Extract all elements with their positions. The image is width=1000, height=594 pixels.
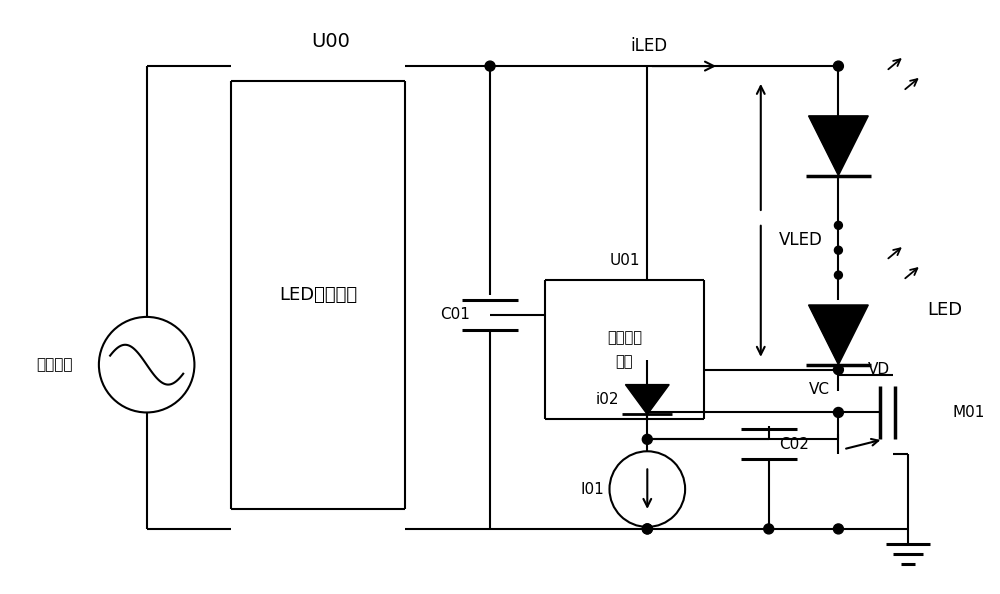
Text: 电流产生: 电流产生 — [607, 330, 642, 345]
Circle shape — [833, 61, 843, 71]
Polygon shape — [809, 305, 868, 365]
Circle shape — [834, 247, 842, 254]
Circle shape — [834, 271, 842, 279]
Circle shape — [834, 222, 842, 229]
Text: LED驱动电路: LED驱动电路 — [279, 286, 357, 304]
Circle shape — [485, 61, 495, 71]
Text: VD: VD — [868, 362, 890, 377]
Text: VLED: VLED — [779, 231, 823, 249]
Text: LED: LED — [928, 301, 963, 319]
Text: M01: M01 — [953, 405, 985, 420]
Circle shape — [764, 524, 774, 534]
Circle shape — [833, 407, 843, 418]
Polygon shape — [809, 116, 868, 176]
Circle shape — [833, 524, 843, 534]
Text: 电路: 电路 — [616, 354, 633, 369]
Text: C02: C02 — [779, 437, 809, 452]
Text: 交流输入: 交流输入 — [36, 357, 72, 372]
Circle shape — [642, 434, 652, 444]
Text: I01: I01 — [581, 482, 605, 497]
Text: i02: i02 — [596, 392, 619, 407]
Polygon shape — [625, 384, 669, 415]
Text: C01: C01 — [440, 308, 470, 323]
Circle shape — [642, 524, 652, 534]
Text: VC: VC — [809, 382, 830, 397]
Text: iLED: iLED — [631, 37, 668, 55]
Text: U01: U01 — [609, 252, 640, 268]
Text: U00: U00 — [311, 31, 350, 50]
Circle shape — [642, 524, 652, 534]
Circle shape — [833, 365, 843, 375]
